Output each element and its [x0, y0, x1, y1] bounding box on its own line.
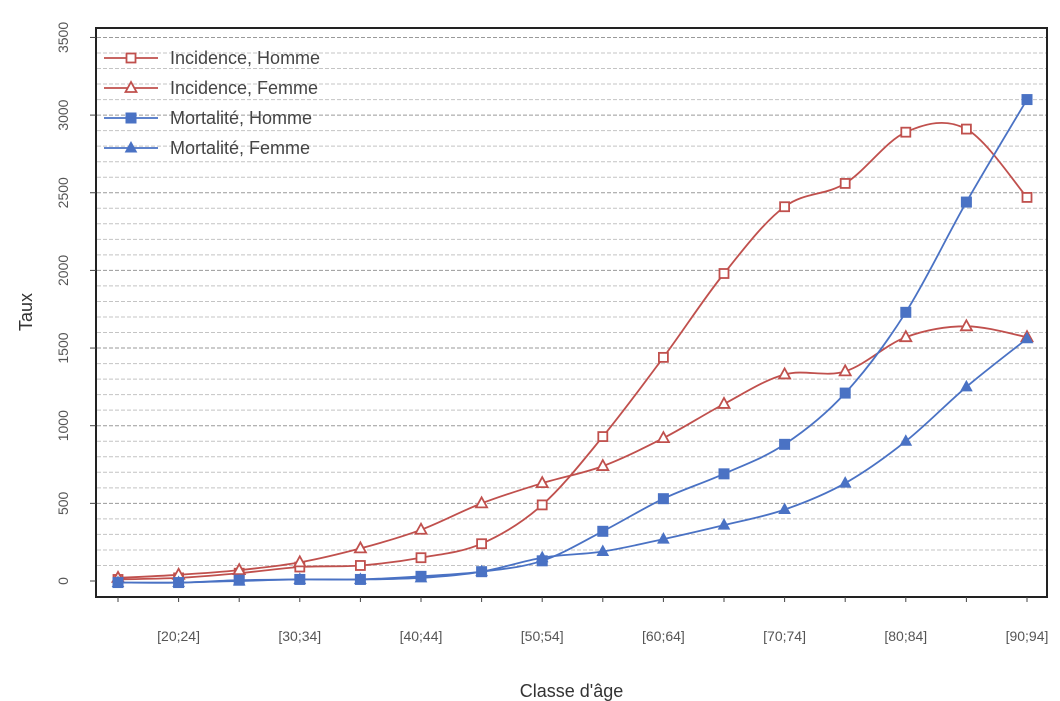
- point-filled-triangle: [475, 564, 488, 577]
- series-2: [112, 94, 1033, 589]
- plot-frame: [95, 27, 1048, 598]
- series-1: [110, 318, 1035, 583]
- point-open-square: [900, 126, 912, 138]
- point-open-square: [961, 123, 972, 135]
- point-filled-square: [657, 493, 669, 505]
- x-tick-label: [90;94]: [1006, 628, 1049, 644]
- point-filled-triangle: [293, 572, 307, 584]
- legend: Incidence, Homme Incidence, Femme Mortalit…: [104, 48, 320, 158]
- legend-item: Mortalité, Homme: [104, 108, 312, 128]
- point-open-triangle: [595, 458, 610, 471]
- point-open-square: [354, 560, 366, 571]
- point-open-triangle: [353, 540, 368, 554]
- y-tick-label: 1000: [55, 410, 71, 441]
- x-tick-label: [80;84]: [884, 628, 927, 644]
- point-filled-triangle: [232, 573, 246, 586]
- series-line: [117, 337, 1028, 584]
- point-open-square: [779, 201, 790, 213]
- point-open-square: [1021, 192, 1033, 203]
- point-filled-triangle: [960, 379, 973, 392]
- point-filled-square: [718, 468, 730, 480]
- point-filled-triangle: [172, 575, 185, 588]
- point-open-triangle: [898, 329, 913, 343]
- point-filled-square: [960, 196, 972, 208]
- point-filled-triangle: [778, 502, 791, 515]
- x-tick-label: [30;34]: [278, 628, 321, 644]
- point-open-triangle: [959, 318, 974, 332]
- legend-item: Incidence, Homme: [104, 48, 320, 68]
- x-tick-label: [20;24]: [157, 628, 200, 644]
- point-filled-triangle: [657, 532, 670, 544]
- point-filled-triangle: [535, 550, 549, 563]
- x-axis-title: Classe d'âge: [520, 681, 624, 701]
- point-filled-square: [125, 112, 137, 124]
- point-filled-square: [839, 387, 851, 399]
- point-filled-triangle: [899, 434, 913, 446]
- legend-label: Incidence, Homme: [170, 48, 320, 68]
- series-layer: [110, 94, 1035, 589]
- y-tick-label: 2500: [55, 177, 71, 208]
- point-open-square: [597, 431, 609, 442]
- major-gridlines: [97, 36, 1046, 504]
- series-line: [117, 122, 1028, 581]
- point-open-square: [125, 52, 137, 64]
- y-tick-label: 3000: [55, 99, 71, 130]
- series-0: [112, 122, 1033, 585]
- y-tick-label: 1500: [55, 332, 71, 363]
- point-filled-square: [597, 525, 609, 537]
- legend-label: Incidence, Femme: [170, 78, 318, 98]
- y-tick-label: 0: [55, 577, 71, 585]
- point-open-triangle: [656, 430, 671, 444]
- point-open-triangle: [535, 475, 550, 489]
- legend-label: Mortalité, Homme: [170, 108, 312, 128]
- legend-label: Mortalité, Femme: [170, 138, 310, 158]
- point-filled-square: [1021, 94, 1033, 106]
- point-open-square: [476, 538, 488, 550]
- point-open-triangle: [716, 396, 732, 409]
- point-open-square: [536, 499, 548, 511]
- y-tick-label: 2000: [55, 255, 71, 286]
- point-filled-triangle: [124, 140, 138, 153]
- x-tick-label: [40;44]: [400, 628, 443, 644]
- point-filled-triangle: [354, 572, 367, 584]
- point-open-triangle: [413, 521, 429, 535]
- point-filled-triangle: [596, 544, 610, 556]
- point-filled-triangle: [414, 570, 428, 583]
- series-3: [111, 331, 1034, 588]
- point-open-triangle: [292, 554, 307, 568]
- y-tick-label: 500: [55, 491, 71, 515]
- x-tick-label: [70;74]: [763, 628, 806, 644]
- point-open-triangle: [474, 495, 489, 509]
- point-filled-triangle: [838, 476, 852, 488]
- point-open-triangle: [838, 363, 853, 377]
- point-open-triangle: [123, 80, 139, 93]
- point-open-triangle: [777, 366, 792, 380]
- point-open-square: [839, 178, 851, 189]
- y-tick-label: 3500: [55, 22, 71, 53]
- point-filled-square: [779, 438, 791, 450]
- point-filled-triangle: [1020, 331, 1034, 344]
- y-axis: 0 500 1000 1500 2000 2500 3000 3500: [55, 22, 96, 585]
- x-tick-label: [50;54]: [521, 628, 564, 644]
- series-line: [117, 99, 1028, 584]
- y-axis-title: Taux: [16, 293, 36, 331]
- minor-gridlines: [97, 52, 1046, 566]
- point-open-square: [718, 268, 730, 279]
- point-filled-square: [900, 306, 912, 318]
- point-filled-triangle: [111, 575, 125, 588]
- point-open-square: [415, 552, 427, 564]
- point-filled-triangle: [717, 518, 731, 530]
- x-tick-label: [60;64]: [642, 628, 685, 644]
- point-open-square: [658, 351, 669, 363]
- x-axis: [20;24] [30;34] [40;44] [50;54] [60;64] [70;7…: [117, 597, 1049, 644]
- series-line: [117, 325, 1028, 579]
- legend-item: Mortalité, Femme: [104, 138, 310, 158]
- legend-item: Incidence, Femme: [104, 78, 318, 98]
